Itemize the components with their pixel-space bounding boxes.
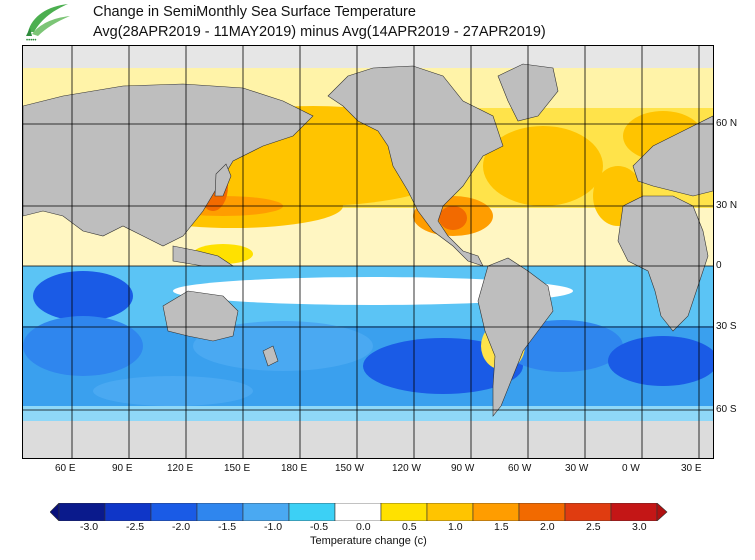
land-masses	[23, 63, 713, 417]
colorbar-swatch	[288, 503, 336, 521]
lon-label-150w: 150 W	[335, 463, 364, 474]
lat-label-30n: 30 N	[716, 200, 738, 211]
logo: •••••	[26, 4, 70, 44]
lon-label-150e: 150 E	[224, 463, 251, 474]
colorbar	[50, 503, 668, 521]
lon-label-30e: 30 E	[681, 463, 702, 474]
colorbar-swatch	[334, 503, 382, 521]
logo-caption: •••••	[26, 38, 37, 44]
map-canvas	[23, 46, 713, 458]
colorbar-tick-label: 2.0	[540, 521, 555, 533]
colorbar-swatch	[58, 503, 106, 521]
lon-label-60e: 60 E	[55, 463, 76, 474]
lon-label-60w: 60 W	[508, 463, 532, 474]
lon-label-180e: 180 E	[281, 463, 308, 474]
colorbar-swatch	[610, 503, 658, 521]
colorbar-swatch	[518, 503, 566, 521]
colorbar-tick-label: -2.0	[172, 521, 191, 533]
colorbar-tick-label: -1.5	[218, 521, 237, 533]
lon-label-120w: 120 W	[392, 463, 421, 474]
title-line-1: Change in SemiMonthly Sea Surface Temper…	[93, 4, 416, 20]
title-line-2: Avg(28APR2019 - 11MAY2019) minus Avg(14A…	[93, 24, 546, 40]
lat-label-0: 0	[716, 260, 722, 271]
colorbar-tick-label: 0.5	[402, 521, 417, 533]
colorbar-under-arrow	[50, 503, 60, 521]
colorbar-tick-label: 1.5	[494, 521, 509, 533]
colorbar-title: Temperature change (c)	[310, 535, 427, 547]
colorbar-swatch	[150, 503, 198, 521]
colorbar-tick-label: -2.5	[126, 521, 145, 533]
lat-label-30s: 30 S	[716, 321, 737, 332]
colorbar-swatch	[426, 503, 474, 521]
lon-label-120e: 120 E	[167, 463, 194, 474]
colorbar-swatch	[380, 503, 428, 521]
colorbar-swatch	[196, 503, 244, 521]
sea-ice	[23, 438, 713, 458]
colorbar-tick-label: 2.5	[586, 521, 601, 533]
lat-label-60s: 60 S	[716, 404, 737, 415]
colorbar-swatch	[472, 503, 520, 521]
colorbar-tick-label: -0.5	[310, 521, 329, 533]
colorbar-tick-label: 1.0	[448, 521, 463, 533]
chart-title: Change in SemiMonthly Sea Surface Temper…	[93, 2, 546, 42]
colorbar-swatch	[564, 503, 612, 521]
colorbar-tick-label: -3.0	[80, 521, 99, 533]
lon-label-0w: 0 W	[622, 463, 640, 474]
colorbar-swatch	[104, 503, 152, 521]
colorbar-tick-label: -1.0	[264, 521, 283, 533]
lon-label-90e: 90 E	[112, 463, 133, 474]
lon-label-90w: 90 W	[451, 463, 475, 474]
lat-label-60n: 60 N	[716, 118, 738, 129]
lat-lon-grid	[23, 46, 713, 458]
colorbar-tick-label: 3.0	[632, 521, 647, 533]
lon-label-30w: 30 W	[565, 463, 589, 474]
colorbar-swatch	[242, 503, 290, 521]
colorbar-over-arrow	[656, 503, 668, 521]
sst-map	[22, 45, 714, 459]
colorbar-tick-label: 0.0	[356, 521, 371, 533]
